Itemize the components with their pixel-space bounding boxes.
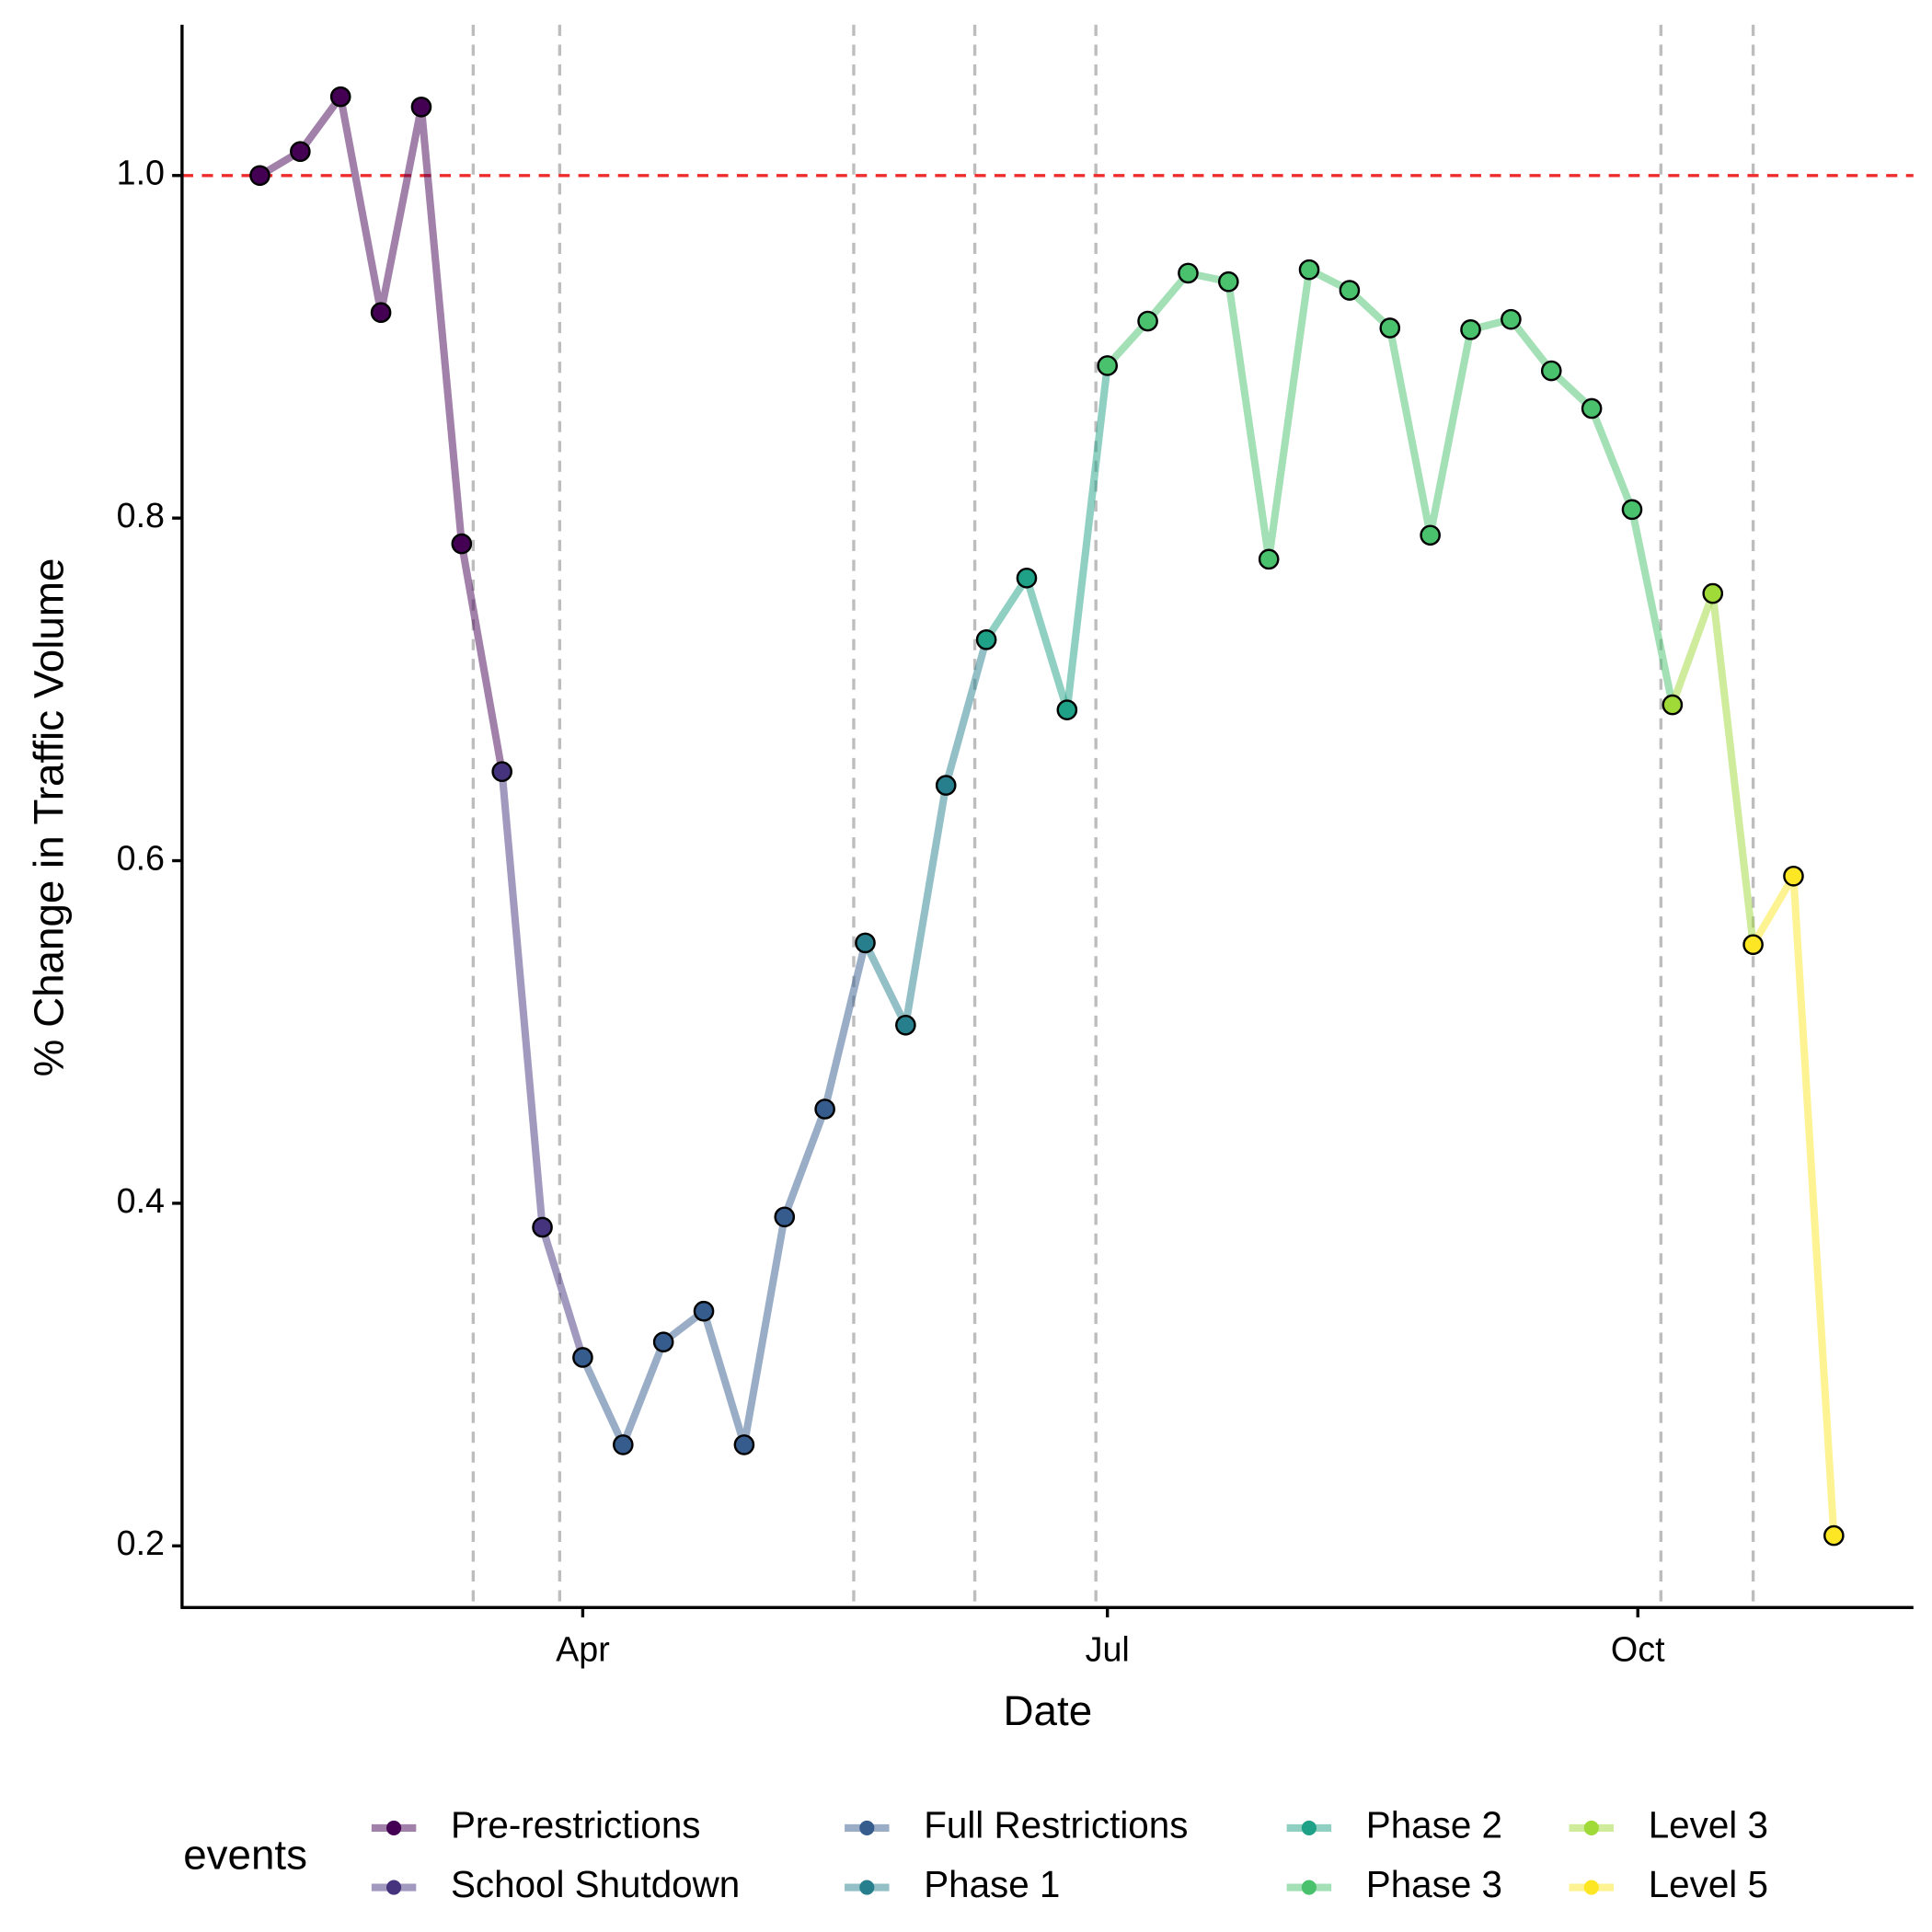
x-axis-title: Date [1004, 1687, 1093, 1734]
point [290, 141, 311, 163]
legend-label: Phase 2 [1366, 1804, 1502, 1846]
legend-label: Full Restrictions [924, 1804, 1188, 1846]
series-line [861, 784, 950, 1029]
point [572, 1347, 593, 1368]
legend-label: School Shutdown [451, 1863, 740, 1905]
point [855, 932, 876, 954]
series-line [1104, 266, 1636, 563]
series-line [1750, 872, 1838, 1536]
legend-label: Pre-restrictions [451, 1804, 700, 1846]
y-tick-label: 0.4 [117, 1181, 165, 1220]
legend-label: Level 3 [1649, 1804, 1768, 1846]
point [249, 165, 270, 187]
point [693, 1300, 715, 1322]
legend-key-point [1301, 1820, 1317, 1835]
point [329, 86, 351, 108]
point [1218, 270, 1239, 293]
point [1581, 397, 1603, 420]
point [370, 302, 392, 324]
legend-key-point [859, 1880, 875, 1895]
point [1540, 360, 1562, 382]
point [1460, 319, 1481, 340]
point [1379, 317, 1401, 339]
legend-key-point [1583, 1820, 1599, 1835]
legend-key-point [386, 1820, 402, 1835]
point [612, 1434, 634, 1455]
point [1137, 310, 1158, 332]
y-tick-label: 0.2 [117, 1524, 165, 1562]
y-tick-label: 1.0 [117, 154, 165, 192]
point [1298, 259, 1320, 281]
series-line [498, 771, 546, 1228]
y-tick-label: 0.6 [117, 838, 165, 877]
legend-label: Phase 3 [1366, 1863, 1502, 1905]
point [1823, 1524, 1845, 1547]
y-tick-label: 0.8 [117, 496, 165, 535]
y-axis-title: % Change in Traffic Volume [26, 558, 73, 1077]
point [1056, 699, 1078, 720]
point [652, 1331, 674, 1353]
point [774, 1206, 796, 1228]
legend-key-point [859, 1820, 875, 1835]
series-line [579, 1108, 829, 1449]
legend-key-point [1301, 1880, 1317, 1895]
legend-label: Phase 1 [924, 1863, 1060, 1905]
x-tick-label: Oct [1611, 1630, 1665, 1669]
point [1783, 865, 1804, 887]
point [1339, 280, 1361, 301]
legend-title: events [183, 1831, 307, 1878]
series-line [1669, 592, 1717, 707]
connector-line [942, 636, 991, 789]
point [410, 96, 432, 118]
point [532, 1216, 553, 1238]
point [1258, 548, 1280, 570]
connector-line [821, 938, 869, 1113]
point [1702, 582, 1724, 604]
series-line [983, 574, 1071, 711]
connector-line [1708, 590, 1757, 949]
connector-line [1063, 362, 1111, 714]
series-line [258, 93, 466, 545]
point [1742, 934, 1764, 956]
point [491, 761, 513, 783]
x-tick-label: Apr [556, 1630, 610, 1669]
x-tick-label: Jul [1086, 1630, 1130, 1669]
point [1016, 568, 1038, 589]
point [1178, 262, 1199, 284]
point [935, 775, 957, 796]
point [733, 1434, 755, 1455]
point [975, 629, 997, 650]
connector-line [1627, 505, 1676, 709]
connector-line [538, 1223, 587, 1362]
legend-label: Level 5 [1649, 1863, 1768, 1905]
connector-line [457, 540, 506, 776]
point [1097, 355, 1119, 376]
point [1662, 694, 1684, 716]
legend-key-point [386, 1880, 402, 1895]
point [1501, 308, 1522, 330]
point [895, 1014, 916, 1036]
point [814, 1098, 835, 1120]
point [451, 533, 473, 555]
point [1420, 524, 1441, 546]
point [1621, 499, 1643, 521]
legend-key-point [1583, 1880, 1599, 1895]
